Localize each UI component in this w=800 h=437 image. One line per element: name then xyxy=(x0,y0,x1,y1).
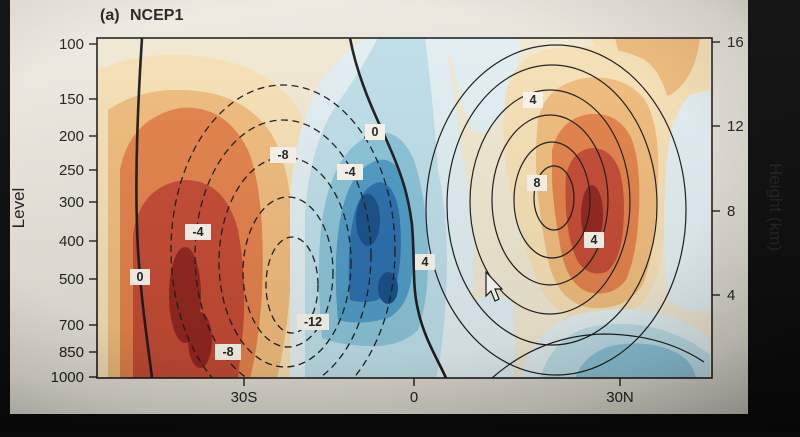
tick-label: 0 xyxy=(410,389,418,406)
panel-label: (a) xyxy=(100,7,120,24)
svg-text:-4: -4 xyxy=(192,225,203,239)
svg-text:4: 4 xyxy=(591,233,598,247)
mouse-cursor-icon xyxy=(485,270,504,302)
contour-label: -4 xyxy=(185,224,211,240)
contour-label: 4 xyxy=(415,254,435,270)
svg-text:-12: -12 xyxy=(304,315,322,329)
contour-label: 4 xyxy=(523,92,543,108)
right-axis-title: Height (km) xyxy=(766,163,785,251)
left-tick-labels: 100 150 200 250 300 400 500 700 850 1000 xyxy=(51,36,84,386)
svg-text:8: 8 xyxy=(534,176,541,190)
shading-layer xyxy=(97,38,710,378)
contour-label: 0 xyxy=(365,124,385,140)
contour-label: -12 xyxy=(297,314,329,330)
tick-label: 8 xyxy=(727,203,735,220)
svg-text:4: 4 xyxy=(422,255,429,269)
cool-shading-equator xyxy=(290,38,520,378)
svg-text:-4: -4 xyxy=(344,165,355,179)
tick-label: 300 xyxy=(59,194,84,211)
bottom-tick-labels: 30S 0 30N xyxy=(231,389,634,406)
tick-label: 12 xyxy=(727,118,744,135)
svg-text:0: 0 xyxy=(372,125,379,139)
tick-label: 500 xyxy=(59,271,84,288)
contour-label: 8 xyxy=(527,175,547,191)
tick-label: 250 xyxy=(59,162,84,179)
contour-label: 4 xyxy=(584,232,604,248)
tick-label: 400 xyxy=(59,233,84,250)
figure-title: NCEP1 xyxy=(130,7,183,24)
left-axis-title: Level xyxy=(9,188,28,229)
svg-text:-8: -8 xyxy=(277,148,288,162)
axis-ticks xyxy=(89,41,720,386)
right-tick-labels: 16 12 8 4 xyxy=(727,34,744,304)
zero-contours xyxy=(135,38,448,378)
tick-label: 200 xyxy=(59,128,84,145)
contour-labels: 4 0 -8 -4 8 -4 4 4 0 -12 -8 xyxy=(130,92,604,360)
contour-label: -8 xyxy=(270,147,296,163)
positive-contours xyxy=(425,44,705,378)
svg-text:-8: -8 xyxy=(222,345,233,359)
contour-layer xyxy=(135,38,705,378)
tick-label: 4 xyxy=(727,287,735,304)
tick-label: 150 xyxy=(59,91,84,108)
svg-text:4: 4 xyxy=(530,93,537,107)
tick-label: 1000 xyxy=(51,369,84,386)
tick-label: 30S xyxy=(231,389,258,406)
tick-label: 30N xyxy=(606,389,634,406)
contour-label: -4 xyxy=(337,164,363,180)
contour-label: 0 xyxy=(130,269,150,285)
tick-label: 850 xyxy=(59,344,84,361)
cool-shading-north-low xyxy=(520,90,710,378)
warm-shading-south xyxy=(97,54,321,378)
tick-label: 700 xyxy=(59,317,84,334)
tick-label: 16 xyxy=(727,34,744,51)
tick-label: 100 xyxy=(59,36,84,53)
plot-frame xyxy=(96,37,713,379)
contour-label: -8 xyxy=(215,344,241,360)
svg-text:0: 0 xyxy=(137,270,144,284)
